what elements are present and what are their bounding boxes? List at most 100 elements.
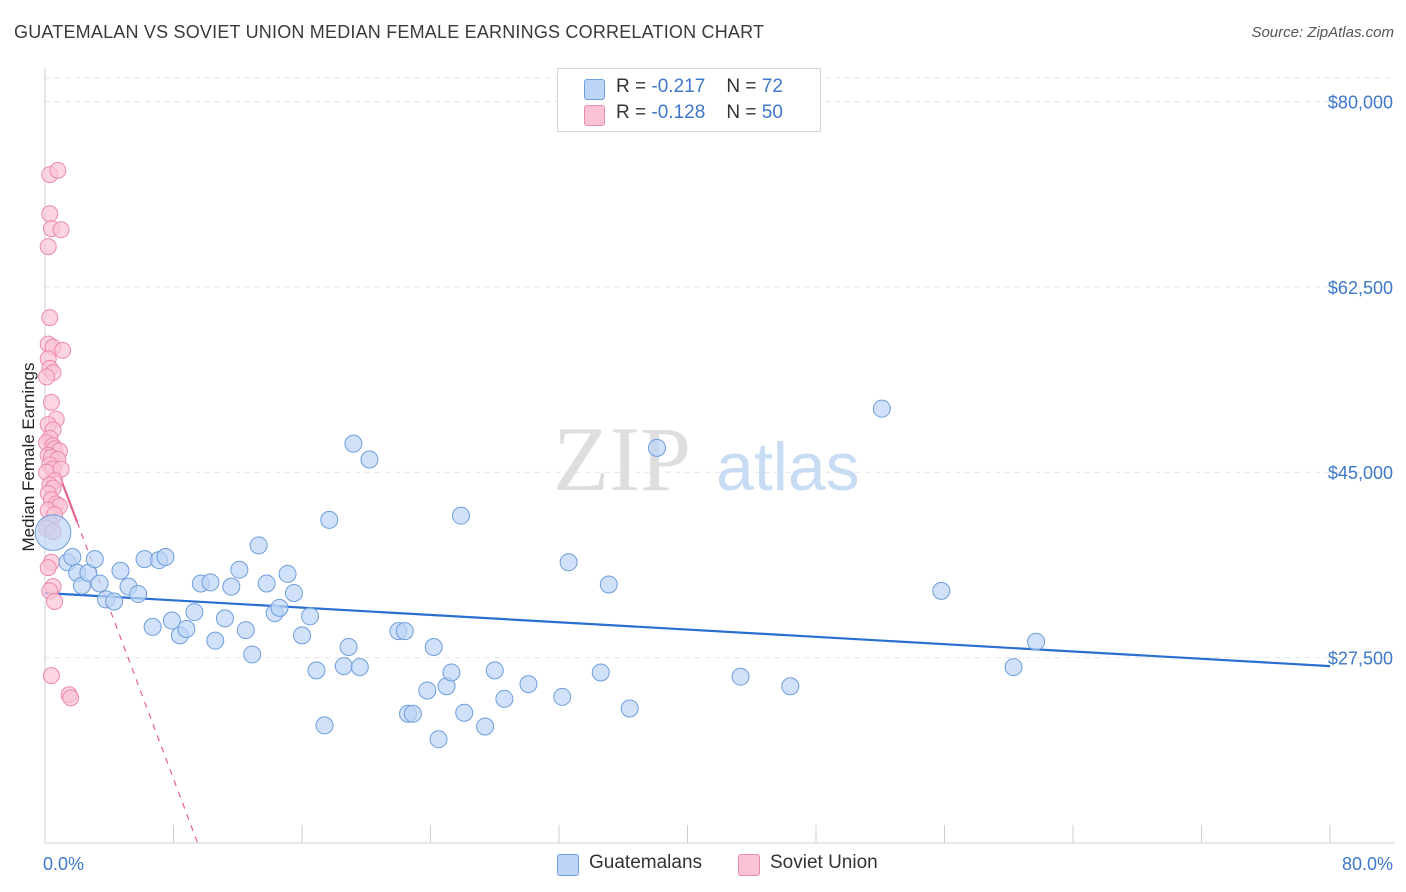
- blue-swatch: [557, 854, 579, 876]
- legend-r-label: R =: [616, 76, 647, 97]
- soviet-union-point: [62, 689, 80, 707]
- guatemalan-point: [201, 573, 220, 592]
- guatemalan-point: [395, 622, 414, 641]
- guatemalan-point: [278, 564, 297, 583]
- guatemalan-point: [243, 645, 262, 664]
- guatemalan-point: [222, 577, 241, 596]
- blue-swatch: [584, 79, 605, 100]
- chart-title: GUATEMALAN VS SOVIET UNION MEDIAN FEMALE…: [14, 22, 765, 42]
- guatemalan-point: [270, 598, 289, 617]
- soviet-union-point: [42, 393, 60, 411]
- soviet-union-point: [39, 238, 57, 256]
- guatemalan-point: [731, 667, 750, 686]
- x-tick-label: 0.0%: [43, 854, 84, 874]
- watermark-zip: ZIP: [553, 408, 691, 510]
- guatemalan-point: [647, 438, 666, 457]
- guatemalan-point: [162, 611, 181, 630]
- guatemalan-point: [90, 574, 109, 593]
- guatemalan-point: [334, 657, 353, 676]
- watermark-atlas: atlas: [716, 429, 860, 505]
- x-tick-label: 80.0%: [1342, 854, 1393, 874]
- legend-n-label: N =: [726, 102, 757, 123]
- legend-soviet-union-label: Soviet Union: [770, 852, 878, 873]
- guatemalan-point: [315, 716, 334, 735]
- y-axis-label: Median Female Earnings: [19, 363, 38, 552]
- correlation-legend: R = -0.217 N = 72 R = -0.128 N = 50: [557, 68, 821, 132]
- guatemalan-point: [350, 658, 369, 677]
- soviet-union-point: [49, 161, 67, 179]
- guatemalan-point: [339, 638, 358, 657]
- pink-swatch: [738, 854, 760, 876]
- watermark: ZIP atlas: [553, 408, 860, 510]
- guatemalan-point: [559, 553, 578, 572]
- guatemalan-point: [591, 663, 610, 682]
- guatemalan-point: [63, 547, 82, 566]
- guatemalan-point: [455, 703, 474, 722]
- guatemalan-point: [1004, 658, 1023, 677]
- guatemalan-point: [344, 434, 363, 453]
- guatemalan-point: [156, 547, 175, 566]
- legend-guatemalans-label: Guatemalans: [589, 852, 703, 873]
- guatemalan-point: [284, 584, 303, 603]
- guatemalan-point: [236, 621, 255, 640]
- guatemalan-point: [599, 575, 618, 594]
- soviet-union-point: [46, 592, 64, 610]
- soviet-union-point: [39, 559, 57, 577]
- guatemalan-point: [872, 399, 891, 418]
- pink-swatch: [584, 105, 605, 126]
- soviet-union-point: [38, 368, 56, 386]
- soviet-union-point: [52, 221, 70, 239]
- soviet-union-trend-extension: [76, 521, 199, 844]
- guatemalan-point: [301, 607, 320, 626]
- y-tick-label: $62,500: [1328, 278, 1393, 298]
- guatemalan-point: [185, 603, 204, 622]
- legend-r-value: -0.128: [651, 102, 706, 123]
- y-tick-label: $27,500: [1328, 649, 1393, 669]
- guatemalan-point: [424, 638, 443, 657]
- legend-n-value: 72: [761, 76, 783, 97]
- guatemalan-point: [129, 585, 148, 604]
- guatemalan-point: [293, 626, 311, 645]
- guatemalan-point: [143, 617, 162, 636]
- guatemalan-point: [230, 560, 249, 579]
- guatemalan-point: [1027, 632, 1046, 651]
- soviet-union-point: [54, 341, 72, 359]
- guatemalan-point: [781, 677, 800, 696]
- guatemalan-point: [257, 574, 276, 593]
- guatemalans-trend-line: [44, 591, 1331, 668]
- y-tick-label: $80,000: [1328, 92, 1393, 112]
- legend-r-value: -0.217: [651, 76, 706, 97]
- guatemalan-point: [360, 450, 379, 469]
- guatemalan-point: [111, 561, 130, 580]
- soviet-union-point: [42, 667, 60, 685]
- guatemalan-point: [932, 581, 951, 600]
- guatemalan-point: [620, 699, 639, 718]
- guatemalan-point: [553, 687, 572, 706]
- x-tick-labels: 0.0% 80.0%: [43, 854, 1393, 874]
- legend-r-label: R =: [616, 102, 647, 123]
- guatemalan-point: [177, 620, 196, 639]
- legend-n-label: N =: [726, 76, 757, 97]
- guatemalan-point: [418, 681, 437, 700]
- y-tick-label: $45,000: [1328, 463, 1393, 483]
- legend-n-value: 50: [761, 102, 783, 123]
- guatemalan-point: [519, 675, 538, 694]
- soviet-union-point: [41, 309, 59, 327]
- guatemalan-point: [429, 730, 448, 749]
- guatemalan-point: [215, 609, 234, 628]
- guatemalan-point: [485, 661, 504, 680]
- guatemalan-point: [249, 536, 268, 555]
- guatemalan-point: [476, 717, 495, 736]
- guatemalan-point: [206, 631, 225, 650]
- guatemalan-point: [452, 506, 471, 525]
- source-label: Source: ZipAtlas.com: [1251, 24, 1394, 41]
- guatemalan-point: [85, 550, 104, 569]
- guatemalan-point: [403, 704, 422, 723]
- y-tick-labels: $27,500 $45,000 $62,500 $80,000: [1328, 92, 1393, 668]
- guatemalan-point: [442, 663, 461, 682]
- guatemalan-point: [320, 510, 339, 529]
- guatemalan-point: [495, 689, 514, 708]
- soviet-union-point: [41, 205, 59, 223]
- guatemalan-point: [105, 592, 124, 611]
